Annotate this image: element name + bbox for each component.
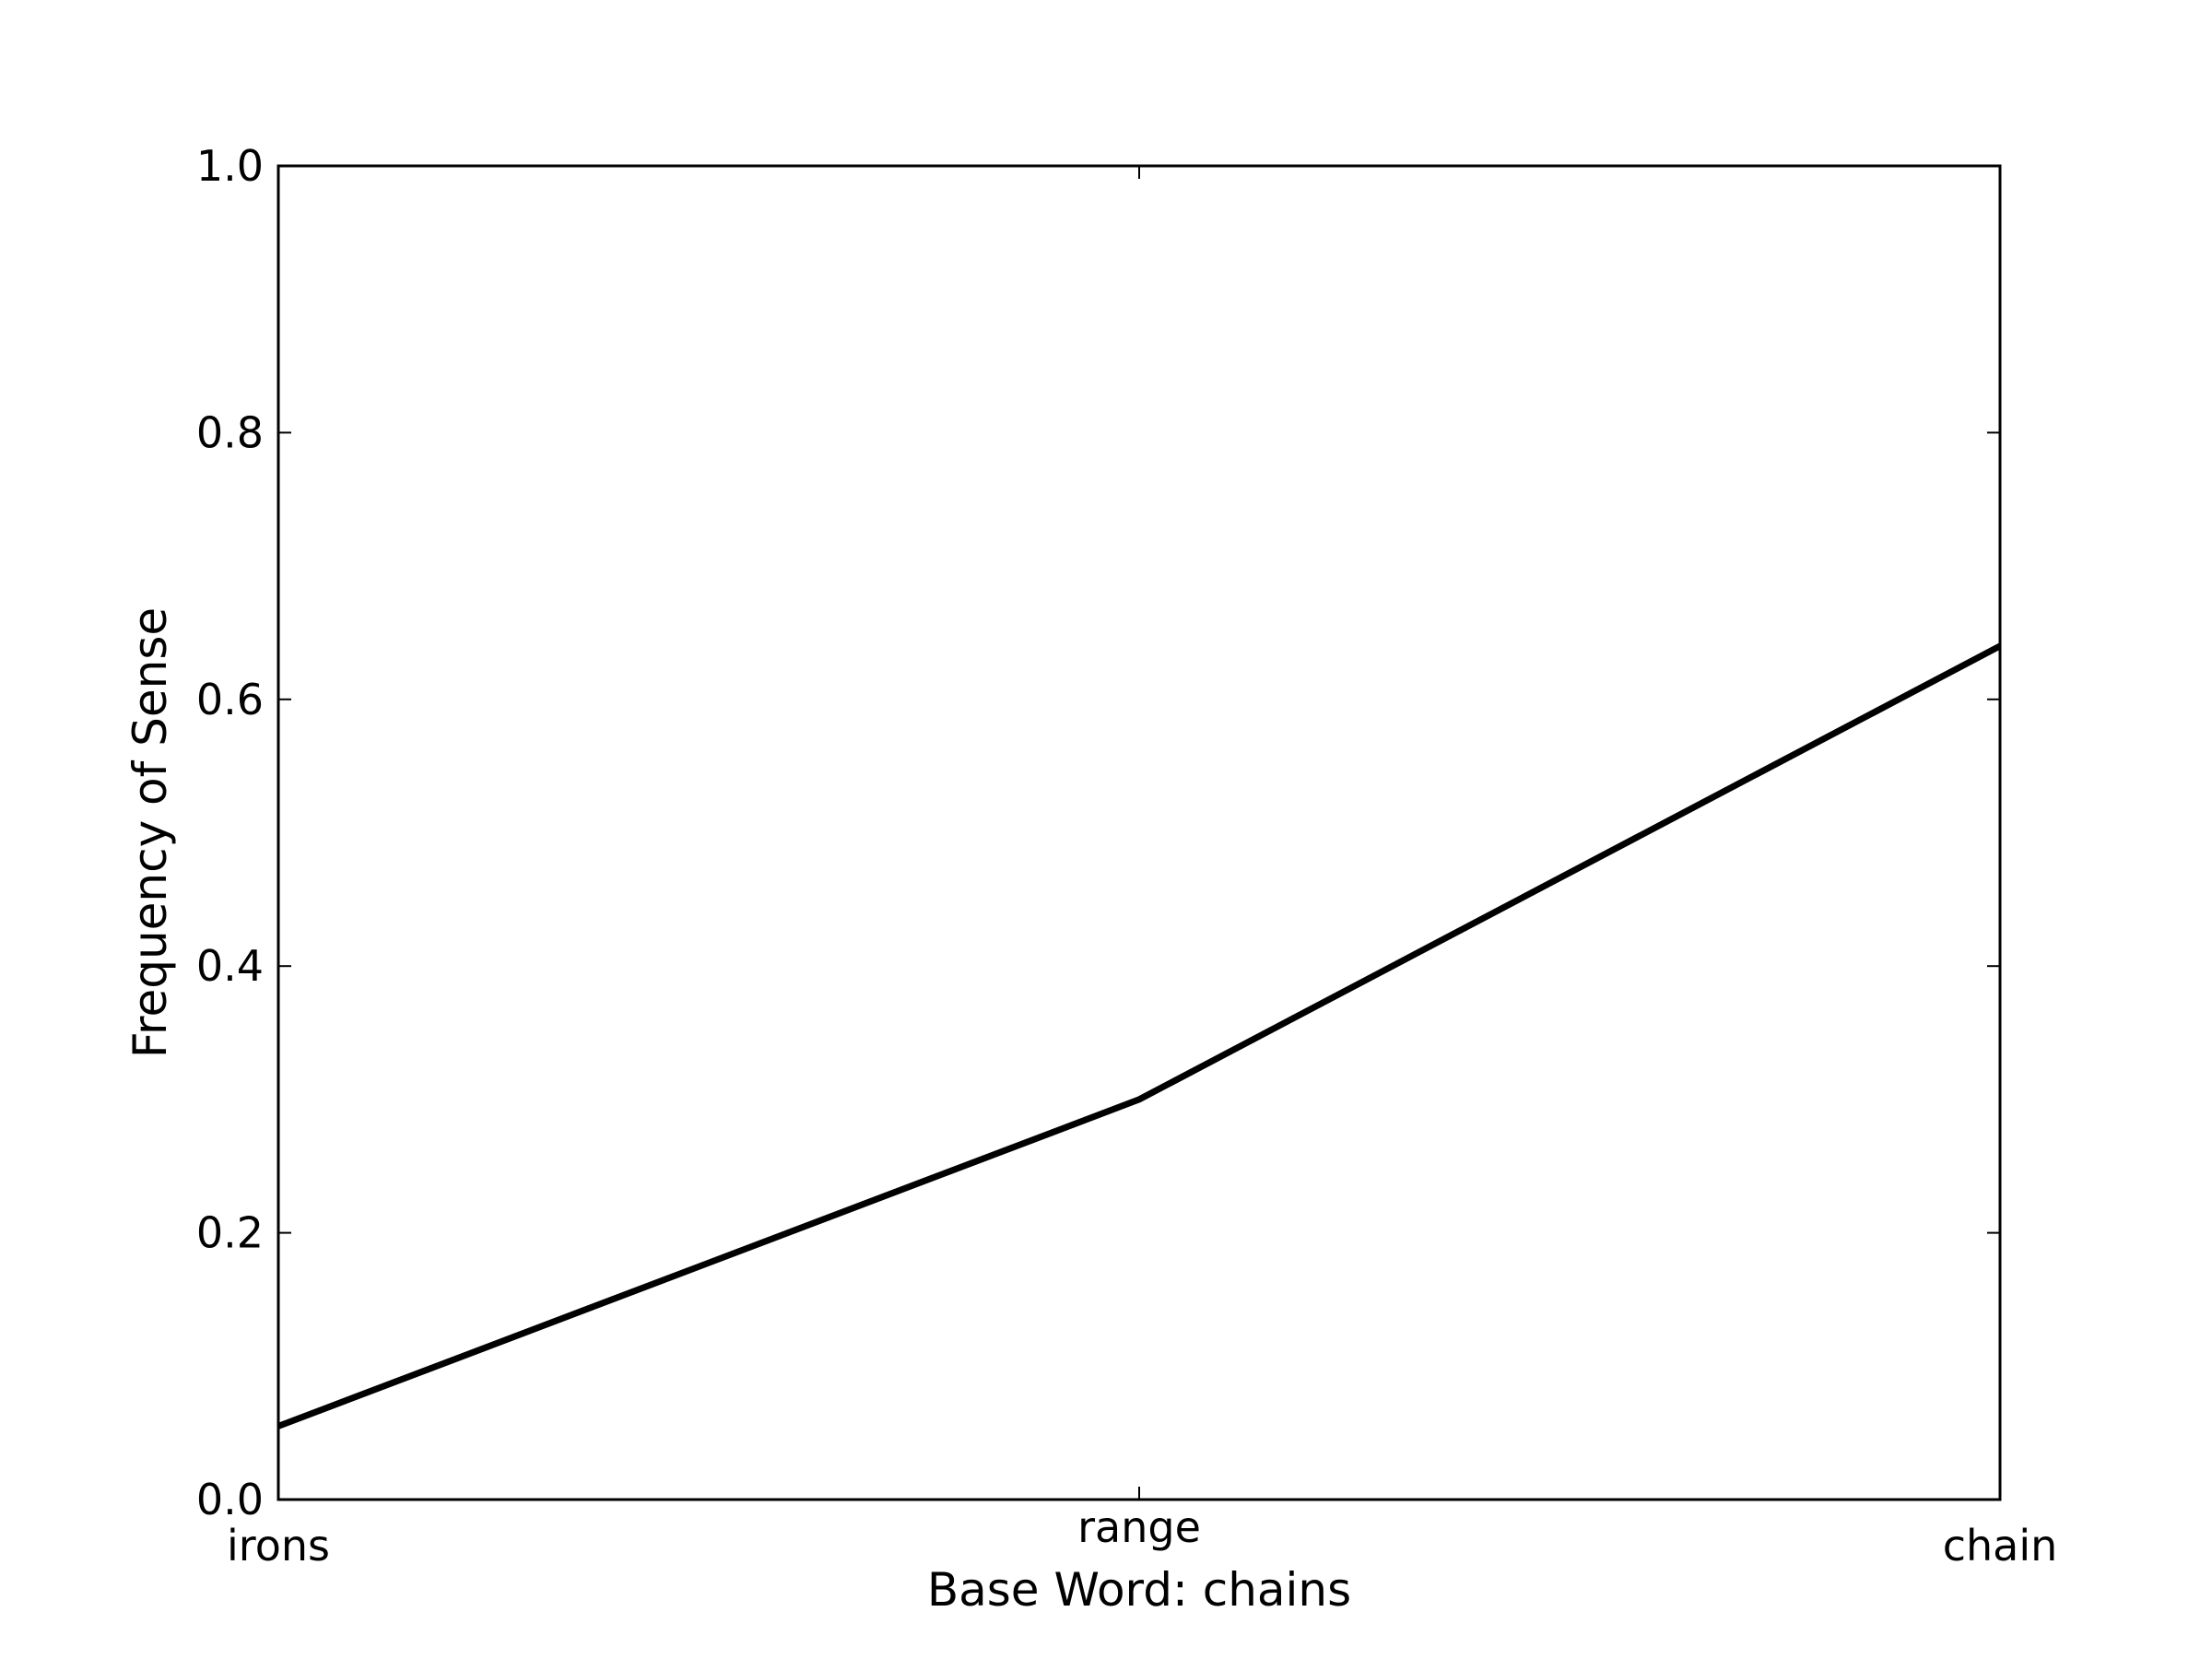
y-tick-label: 0.0 <box>196 1475 264 1524</box>
x-tick-label-chain: chain <box>1943 1521 2058 1571</box>
y-tick-label: 0.8 <box>196 407 264 457</box>
x-tick-labels: irons range chain <box>227 1502 2057 1571</box>
y-tick-labels: 0.0 0.2 0.4 0.6 0.8 1.0 <box>196 141 264 1524</box>
plot-frame <box>276 164 2002 1501</box>
y-axis-title: Frequency of Sense <box>124 607 177 1058</box>
y-tick-label: 1.0 <box>196 141 264 191</box>
x-axis-title: Base Word: chains <box>927 1563 1351 1617</box>
y-tick-label: 0.4 <box>196 941 264 991</box>
x-tick-label-range: range <box>1077 1502 1201 1552</box>
x-tick-label-irons: irons <box>227 1521 330 1571</box>
y-tick-label: 0.2 <box>196 1208 264 1258</box>
y-tick-label: 0.6 <box>196 675 264 724</box>
